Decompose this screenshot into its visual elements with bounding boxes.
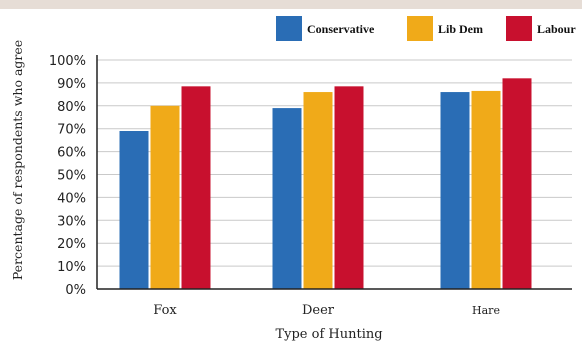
legend-label: Conservative <box>307 22 375 36</box>
x-tick-label: Deer <box>302 303 335 318</box>
legend-swatch <box>506 16 532 41</box>
y-tick-label: 10% <box>57 260 86 275</box>
legend-swatch <box>276 16 302 41</box>
legend-item: Lib Dem <box>407 16 483 41</box>
x-tick-label: Fox <box>153 303 177 318</box>
bar-hare-labour <box>502 78 532 289</box>
legend: Conservative Lib Dem Labour <box>276 16 576 41</box>
bars <box>119 78 532 290</box>
x-axis-label: Type of Hunting <box>275 327 382 342</box>
legend-item: Conservative <box>276 16 375 41</box>
bar-deer-conservative <box>272 108 302 289</box>
legend-label: Labour <box>537 22 576 36</box>
legend-label: Lib Dem <box>438 22 483 36</box>
y-tick-label: 90% <box>57 77 86 92</box>
bar-deer-labour <box>334 86 364 290</box>
bar-hare-lib-dem <box>471 90 501 289</box>
y-tick-label: 60% <box>57 146 86 161</box>
bar-deer-lib-dem <box>303 92 333 289</box>
legend-item: Labour <box>506 16 576 41</box>
y-tick-label: 0% <box>65 283 86 298</box>
y-tick-label: 70% <box>57 123 86 138</box>
bar-fox-labour <box>181 86 211 290</box>
bar-hare-conservative <box>440 92 470 289</box>
y-tick-label: 40% <box>57 191 86 206</box>
x-tick-labels: Fox Deer Hare <box>153 303 500 318</box>
x-tick-label: Hare <box>472 304 500 317</box>
y-tick-labels: 0% 10% 20% 30% 40% 50% 60% 70% 80% 90% 100% <box>49 54 86 298</box>
y-tick-label: 50% <box>57 169 86 184</box>
y-tick-label: 80% <box>57 100 86 115</box>
bar-fox-conservative <box>119 130 149 289</box>
bar-fox-lib-dem <box>150 105 180 289</box>
legend-swatch <box>407 16 433 41</box>
y-tick-label: 100% <box>49 54 86 69</box>
top-band <box>0 0 582 9</box>
y-tick-label: 20% <box>57 237 86 252</box>
y-axis-label: Percentage of respondents who agree <box>10 40 25 280</box>
y-tick-label: 30% <box>57 214 86 229</box>
